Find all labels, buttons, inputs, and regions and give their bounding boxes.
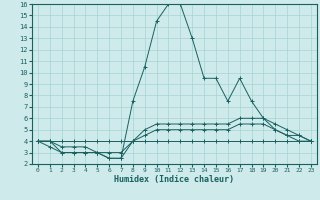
X-axis label: Humidex (Indice chaleur): Humidex (Indice chaleur) xyxy=(115,175,234,184)
